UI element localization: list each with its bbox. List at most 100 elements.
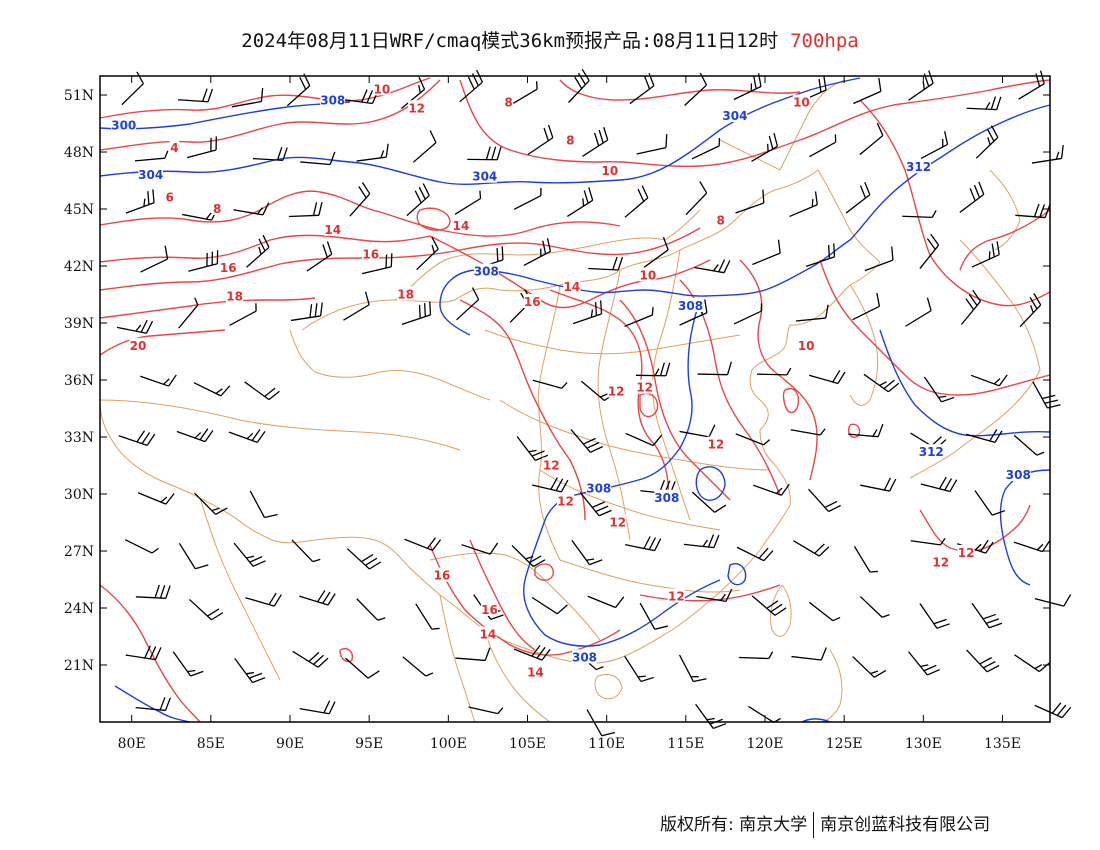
height-contour [523,299,721,647]
temperature-label-bg [373,81,391,96]
map-background [100,76,1050,722]
lat-tick-label: 48N [64,145,94,161]
height-label-bg [678,297,703,312]
province-boundary-8 [429,552,601,641]
height-label-bg [572,649,597,664]
temperature-label: 8 [716,213,724,227]
wind-barb [401,301,432,325]
wind-barb [178,88,214,103]
taiwan-outline [769,584,792,637]
temperature-label: 16 [362,248,379,262]
copyright-left: 版权所有: 南京大学 [660,815,808,835]
wind-barb [624,307,654,328]
temperature-label: 8 [504,96,512,110]
lon-tick-label: 85E [197,736,225,752]
lon-tick-label: 130E [905,736,942,752]
wind-barb [971,241,1000,268]
wind-barb [468,706,504,715]
wind-barb [510,81,538,106]
wind-barb [691,138,721,160]
temperature-label-bg [639,267,657,282]
wind-barb [859,596,890,618]
wind-barb [751,595,787,616]
temperature-label-bg [433,567,451,582]
height-label: 308 [586,481,611,495]
lat-tick-label: 30N [64,487,94,503]
lat-tick-label: 51N [64,88,94,104]
height-contour [801,718,831,723]
wind-barb [853,546,878,573]
wind-barb [751,133,779,162]
height-contour [99,77,861,185]
temperature-label-bg [452,218,470,233]
temperature-contour [459,299,586,521]
lat-tick-label: 24N [64,601,94,617]
wind-barb [300,151,336,166]
wind-barb [299,700,336,715]
wind-barb [635,362,671,377]
wind-barb [188,250,219,272]
wind-barb [118,430,156,446]
temperature-contour [819,259,1051,396]
height-label-bg [472,168,498,183]
wind-barb [733,303,763,325]
temperature-contour [99,227,701,291]
wind-barb [859,122,884,156]
temperature-label: 10 [798,339,815,353]
height-label: 308 [474,265,499,279]
temperature-label: 8 [566,134,574,148]
wind-barb [1034,702,1072,719]
temperature-label: 14 [527,666,544,680]
temperature-label-bg [609,514,627,529]
temperature-label: 12 [608,384,625,398]
temperature-contour [619,299,731,501]
map-frame [99,75,1051,723]
wind-barb [176,428,214,443]
wind-barb [910,538,946,546]
wind-barb [684,72,708,107]
temperature-label: 20 [130,339,147,353]
temperature-contour [459,79,1051,168]
wind-barb [587,595,625,609]
temperature-label-bg [362,246,380,261]
wind-barb [736,546,774,562]
wind-barb [920,131,949,159]
temperature-label: 6 [165,191,173,205]
temperature-label: 18 [397,288,414,302]
height-contour [695,466,726,501]
height-label-bg [918,444,944,459]
height-label: 312 [919,445,944,459]
height-contour [99,101,351,130]
wind-barb [513,187,542,210]
height-label-bg [320,92,346,107]
wind-barb [808,370,846,385]
temperature-contour [782,388,800,414]
wind-barb [789,191,818,218]
wind-barb [299,590,336,606]
wind-barb [193,382,231,397]
axis-ticks: 80E 85E 90E 95E 100E 105E 110E 115E 120E 125E 130E… [64,76,1050,752]
wind-barb [923,376,955,403]
wind-barbs [116,68,1072,737]
province-boundary-6 [484,329,741,355]
wind-barb [975,125,999,159]
temperature-label-bg [129,337,147,352]
temperature-label-bg [565,132,576,147]
temperature-label-bg [169,140,180,155]
temperature-label: 16 [434,569,451,583]
wind-barb [974,490,1006,516]
temperature-contour [848,423,861,438]
temperature-label-bg [607,383,625,398]
wind-barb [291,539,321,563]
temperature-label: 16 [220,261,237,275]
temperature-label-bg [932,554,950,569]
height-label-bg [654,489,680,504]
height-label: 308 [654,491,679,505]
wind-barb [624,655,654,683]
height-label-bg [473,263,499,278]
temperature-contour [959,209,1051,271]
wind-barb [919,603,950,629]
wind-barb [570,429,603,453]
wind-barb [683,534,720,549]
